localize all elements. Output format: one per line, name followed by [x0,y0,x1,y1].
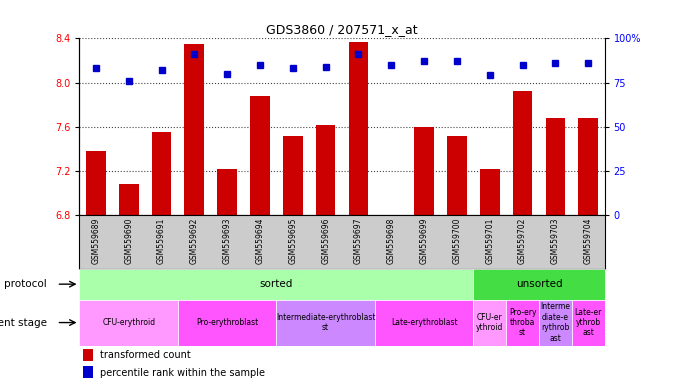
Text: Pro-ery
throba
st: Pro-ery throba st [509,308,536,338]
Bar [578,118,598,215]
Bar [375,300,473,346]
Bar [506,300,539,346]
Bar [414,127,434,215]
Bar [83,366,93,379]
Bar [217,169,237,215]
Bar [250,96,269,215]
Text: Pro-erythroblast: Pro-erythroblast [196,318,258,327]
Bar [348,42,368,215]
Text: unsorted: unsorted [515,279,562,289]
Text: CFU-erythroid: CFU-erythroid [102,318,155,327]
Bar [513,91,532,215]
Text: GSM559696: GSM559696 [321,218,330,264]
Bar [473,269,605,300]
Text: GSM559702: GSM559702 [518,218,527,264]
Bar [316,124,335,215]
Bar [79,300,178,346]
Bar [79,269,473,300]
Text: GSM559695: GSM559695 [288,218,297,264]
Bar [480,169,500,215]
Bar [119,184,138,215]
Title: GDS3860 / 207571_x_at: GDS3860 / 207571_x_at [266,23,418,36]
Text: GSM559693: GSM559693 [223,218,231,264]
Bar [283,136,303,215]
Bar [447,136,466,215]
Text: Interme
diate-e
rythrob
ast: Interme diate-e rythrob ast [540,303,570,343]
Text: Intermediate-erythroblast
st: Intermediate-erythroblast st [276,313,375,332]
Text: GSM559690: GSM559690 [124,218,133,264]
Text: CFU-er
ythroid: CFU-er ythroid [476,313,504,332]
Bar [83,349,93,361]
Text: percentile rank within the sample: percentile rank within the sample [100,367,265,377]
Bar [473,300,506,346]
Text: GSM559700: GSM559700 [453,218,462,264]
Text: GSM559699: GSM559699 [419,218,428,264]
Text: protocol: protocol [4,279,46,289]
Text: Late-erythroblast: Late-erythroblast [391,318,457,327]
Bar [178,300,276,346]
Text: GSM559692: GSM559692 [190,218,199,264]
Bar [545,118,565,215]
Text: GSM559691: GSM559691 [157,218,166,264]
Text: Late-er
ythrob
ast: Late-er ythrob ast [574,308,602,338]
Text: GSM559701: GSM559701 [485,218,494,264]
Bar [86,151,106,215]
Bar [571,300,605,346]
Bar [184,44,204,215]
Bar [539,300,571,346]
Bar [151,132,171,215]
Text: GSM559697: GSM559697 [354,218,363,264]
Text: GSM559704: GSM559704 [584,218,593,264]
Text: GSM559698: GSM559698 [387,218,396,264]
Text: GSM559689: GSM559689 [91,218,100,264]
Text: sorted: sorted [260,279,293,289]
Bar [276,300,375,346]
Text: GSM559694: GSM559694 [256,218,265,264]
Text: development stage: development stage [0,318,46,328]
Text: GSM559703: GSM559703 [551,218,560,264]
Text: transformed count: transformed count [100,350,191,360]
